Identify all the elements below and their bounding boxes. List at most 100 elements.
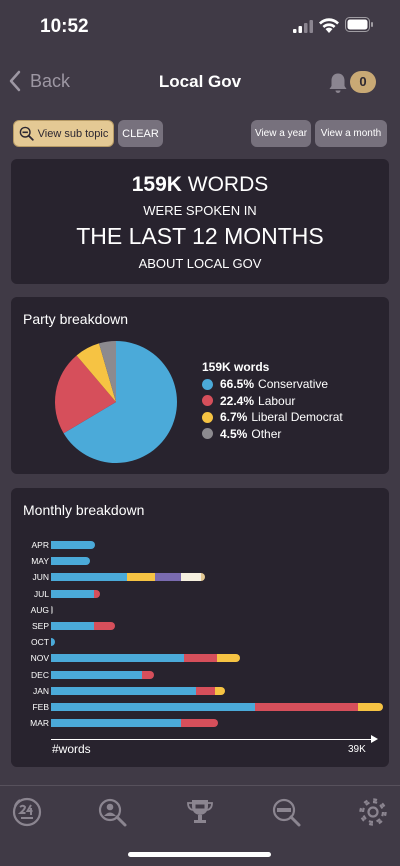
legend-label: Other bbox=[251, 426, 282, 441]
bar-segment-feb bbox=[254, 703, 359, 711]
monthly-breakdown-card: Monthly breakdown APR MAY JUN JUL AUG SEP OCT N… bbox=[11, 488, 389, 767]
headline-period: THE LAST 12 MONTHS bbox=[76, 223, 324, 249]
word-count-unit: WORDS bbox=[181, 173, 269, 196]
headline-line-2: WERE SPOKEN IN bbox=[143, 203, 257, 218]
legend-item-conservative: 66.5% Conservative bbox=[202, 376, 343, 393]
monthly-breakdown-title: Monthly breakdown bbox=[23, 502, 145, 518]
legend-item-labour: 22.4% Labour bbox=[202, 393, 343, 410]
pie-slice-conservative bbox=[63, 341, 177, 463]
month-label-dec: DEC bbox=[31, 669, 49, 680]
legend-pct: 66.5% bbox=[220, 377, 255, 392]
month-label-mar: MAR bbox=[30, 718, 49, 729]
bar-segment-dec bbox=[142, 670, 154, 679]
month-label-oct: OCT bbox=[31, 637, 49, 648]
month-label-nov: NOV bbox=[30, 653, 49, 664]
x-axis-max-label: 39K bbox=[348, 744, 366, 755]
month-label-may: MAY bbox=[31, 556, 49, 567]
bar-segment-jun bbox=[201, 573, 205, 582]
wifi-icon bbox=[319, 18, 339, 33]
pie-slice-liberal-democrat bbox=[76, 343, 116, 402]
back-label: Back bbox=[30, 70, 71, 91]
party-breakdown-title: Party breakdown bbox=[23, 311, 129, 327]
bar-segment-sep bbox=[51, 622, 95, 630]
page-title: Local Gov bbox=[158, 72, 242, 91]
bar-segment-nov bbox=[183, 654, 218, 663]
view-sub-topic-button[interactable]: View sub topic bbox=[13, 120, 114, 147]
cell-signal-icon bbox=[293, 20, 313, 33]
x-axis-line bbox=[51, 739, 375, 740]
bar-segment-aug bbox=[51, 605, 53, 614]
view-sub-topic-label: View sub topic bbox=[37, 127, 109, 140]
legend-pct: 6.7% bbox=[220, 410, 248, 425]
legend-swatch bbox=[202, 395, 213, 407]
back-button[interactable]: Back bbox=[8, 70, 70, 92]
mp-search-icon[interactable] bbox=[96, 796, 128, 828]
x-axis-arrow bbox=[371, 735, 378, 743]
view-year-button[interactable]: View a year bbox=[251, 120, 311, 147]
bar-segment-jun bbox=[180, 573, 202, 582]
home-indicator bbox=[128, 852, 271, 857]
filter-toolbar: View sub topic CLEAR View a year View a … bbox=[0, 120, 400, 148]
bar-segment-nov bbox=[217, 654, 241, 663]
topic-search-icon[interactable] bbox=[270, 796, 302, 828]
legend-pct: 22.4% bbox=[220, 393, 255, 408]
pie-slice-labour bbox=[54, 355, 116, 434]
x-axis-label: #words bbox=[52, 742, 91, 756]
bar-segment-nov bbox=[51, 654, 184, 663]
bar-segment-may bbox=[51, 557, 91, 566]
month-label-jul: JUL bbox=[33, 588, 49, 599]
party-breakdown-card: Party breakdown 159K words 66.5% Conserv… bbox=[11, 297, 389, 474]
bar-segment-oct bbox=[51, 638, 56, 647]
notification-badge[interactable]: 0 bbox=[350, 71, 376, 93]
legend-item-liberal-democrat: 6.7% Liberal Democrat bbox=[202, 409, 343, 426]
party-legend: 159K words 66.5% Conservative 22.4% Labo… bbox=[202, 360, 343, 442]
24-hours-icon[interactable] bbox=[11, 796, 43, 828]
bar-segment-jun bbox=[127, 573, 155, 582]
party-pie-chart bbox=[54, 341, 177, 463]
legend-label: Liberal Democrat bbox=[251, 410, 343, 425]
legend-pct: 4.5% bbox=[220, 426, 248, 441]
bell-icon[interactable] bbox=[328, 72, 348, 94]
battery-icon bbox=[345, 17, 373, 32]
pie-slice-other bbox=[99, 341, 116, 402]
word-count-value: 159K bbox=[131, 173, 182, 196]
bar-segment-jan bbox=[51, 686, 197, 695]
bar-segment-dec bbox=[51, 670, 143, 679]
headline-word-count: 159K WORDS bbox=[11, 173, 389, 197]
bar-segment-sep bbox=[94, 622, 115, 630]
legend-label: Conservative bbox=[258, 377, 329, 392]
month-label-jun: JUN bbox=[32, 572, 49, 583]
clock: 10:52 bbox=[40, 16, 89, 37]
tab-bar bbox=[0, 785, 400, 866]
view-month-button[interactable]: View a month bbox=[315, 120, 387, 147]
chevron-left-icon bbox=[9, 70, 21, 92]
month-label-apr: APR bbox=[31, 540, 49, 550]
monthly-bar-chart: APR MAY JUN JUL AUG SEP OCT NOV DEC JAN FEB MAR bbox=[11, 488, 389, 767]
legend-total: 159K words bbox=[202, 360, 270, 374]
month-label-aug: AUG bbox=[30, 604, 49, 615]
bar-segment-jul bbox=[51, 589, 95, 598]
headline-card: 159K WORDS WERE SPOKEN IN THE LAST 12 MO… bbox=[11, 159, 389, 284]
bar-segment-mar bbox=[51, 719, 181, 728]
bar-segment-apr bbox=[51, 541, 96, 549]
legend-swatch bbox=[202, 428, 213, 440]
legend-item-other: 4.5% Other bbox=[202, 426, 343, 443]
nav-bar: Back Local Gov 0 bbox=[0, 60, 400, 106]
status-bar: 10:52 bbox=[0, 0, 400, 54]
clear-button[interactable]: CLEAR bbox=[118, 120, 163, 147]
headline-topic: ABOUT LOCAL GOV bbox=[138, 256, 262, 271]
month-label-jan: JAN bbox=[32, 685, 49, 696]
settings-gear-icon[interactable] bbox=[357, 796, 389, 828]
bar-segment-jun bbox=[51, 573, 128, 582]
topic-search-icon bbox=[19, 126, 34, 141]
bar-segment-jul bbox=[94, 589, 100, 598]
bar-segment-jan bbox=[196, 686, 215, 695]
bar-segment-jan bbox=[214, 686, 226, 695]
bar-segment-feb bbox=[51, 703, 255, 711]
legend-swatch bbox=[202, 411, 213, 423]
mp-trophy-icon[interactable] bbox=[184, 796, 216, 828]
bar-segment-mar bbox=[180, 719, 218, 728]
month-label-sep: SEP bbox=[31, 621, 49, 631]
legend-label: Labour bbox=[258, 393, 296, 408]
legend-swatch bbox=[202, 378, 213, 390]
